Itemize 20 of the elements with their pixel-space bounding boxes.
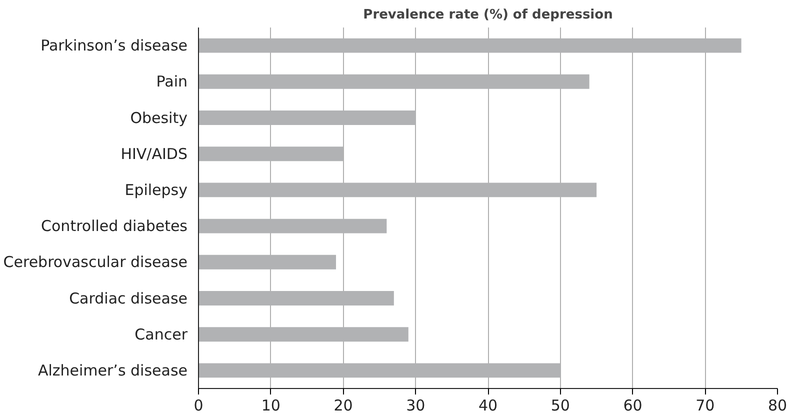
y-tick-label: HIV/AIDS bbox=[120, 144, 188, 163]
x-tick-label: 10 bbox=[261, 396, 280, 413]
y-tick-label: Parkinson’s disease bbox=[40, 36, 188, 55]
y-tick-label: Cardiac disease bbox=[69, 289, 188, 308]
y-tick-label: Epilepsy bbox=[124, 180, 188, 199]
y-tick-label: Cerebrovascular disease bbox=[3, 253, 188, 272]
y-tick-label: Pain bbox=[156, 72, 188, 91]
x-tick-label: 60 bbox=[623, 396, 642, 413]
x-tick-label: 0 bbox=[194, 396, 204, 413]
x-tick-label: 30 bbox=[406, 396, 426, 413]
x-tick-label: 40 bbox=[478, 396, 498, 413]
y-tick-label: Obesity bbox=[130, 108, 188, 127]
x-tick-label: 80 bbox=[768, 396, 787, 413]
x-tick-label: 50 bbox=[550, 396, 570, 413]
y-tick-label: Alzheimer’s disease bbox=[38, 361, 188, 380]
chart-title: Prevalence rate (%) of depression bbox=[363, 8, 613, 22]
x-tick-label: 70 bbox=[696, 396, 715, 413]
x-tick-label: 20 bbox=[334, 396, 353, 413]
y-tick-label: Controlled diabetes bbox=[41, 217, 188, 236]
y-tick-label: Cancer bbox=[134, 325, 188, 344]
